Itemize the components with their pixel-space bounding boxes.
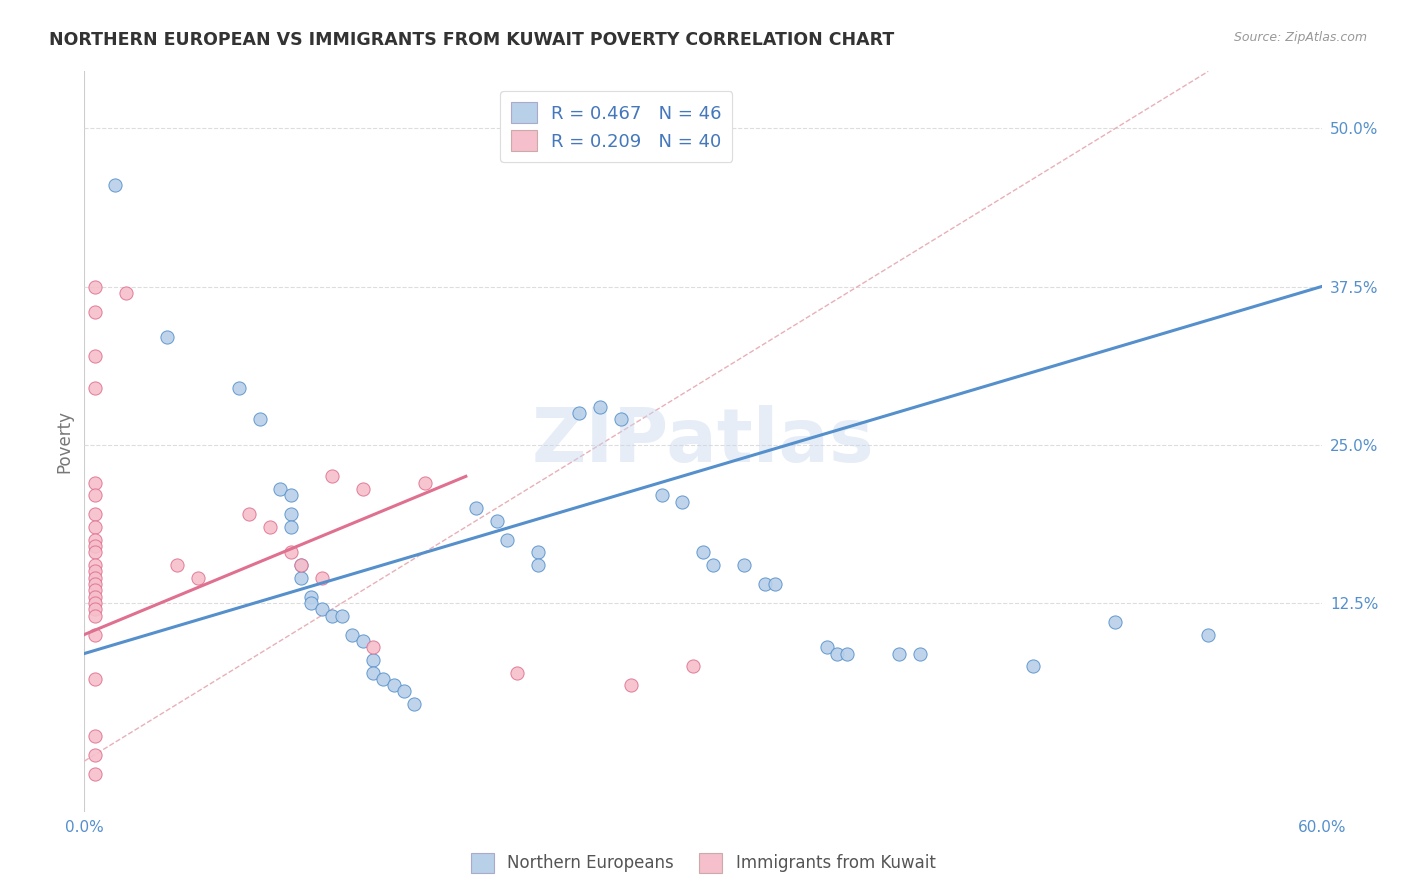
Point <box>651 488 673 502</box>
Point <box>83 596 105 610</box>
Point <box>83 545 105 559</box>
Point <box>692 545 714 559</box>
Point <box>187 571 209 585</box>
Point <box>465 500 488 515</box>
Point <box>280 520 302 534</box>
Point <box>83 564 105 578</box>
Point <box>908 647 931 661</box>
Point <box>361 665 384 680</box>
Legend: Northern Europeans, Immigrants from Kuwait: Northern Europeans, Immigrants from Kuwa… <box>464 847 942 880</box>
Point <box>609 412 631 426</box>
Point <box>299 596 322 610</box>
Point <box>321 608 343 623</box>
Point <box>83 539 105 553</box>
Point <box>330 608 353 623</box>
Point <box>815 640 838 655</box>
Point <box>83 349 105 363</box>
Point <box>114 285 136 300</box>
Point <box>671 494 693 508</box>
Point <box>321 469 343 483</box>
Point <box>83 577 105 591</box>
Point <box>83 305 105 319</box>
Point <box>506 665 529 680</box>
Point <box>290 558 312 572</box>
Point <box>568 406 591 420</box>
Point <box>83 558 105 572</box>
Point <box>1022 659 1045 673</box>
Point <box>825 647 848 661</box>
Point <box>83 571 105 585</box>
Point <box>83 729 105 743</box>
Point <box>299 590 322 604</box>
Point <box>352 633 374 648</box>
Point <box>361 640 384 655</box>
Point <box>83 608 105 623</box>
Point <box>83 381 105 395</box>
Point <box>83 508 105 522</box>
Point <box>527 545 550 559</box>
Point <box>156 330 179 344</box>
Point <box>361 653 384 667</box>
Y-axis label: Poverty: Poverty <box>55 410 73 473</box>
Point <box>702 558 724 572</box>
Point <box>238 508 260 522</box>
Point <box>280 545 302 559</box>
Point <box>290 571 312 585</box>
Point <box>290 558 312 572</box>
Point <box>1104 615 1126 629</box>
Point <box>83 475 105 490</box>
Point <box>887 647 910 661</box>
Point <box>249 412 271 426</box>
Point <box>754 577 776 591</box>
Point <box>527 558 550 572</box>
Point <box>311 602 333 616</box>
Point <box>763 577 786 591</box>
Point <box>373 672 395 686</box>
Point <box>83 520 105 534</box>
Point <box>269 482 291 496</box>
Point <box>733 558 755 572</box>
Point <box>280 488 302 502</box>
Point <box>83 590 105 604</box>
Point <box>259 520 281 534</box>
Point <box>83 672 105 686</box>
Point <box>83 766 105 780</box>
Point <box>104 178 127 193</box>
Text: ZIPatlas: ZIPatlas <box>531 405 875 478</box>
Legend: R = 0.467   N = 46, R = 0.209   N = 40: R = 0.467 N = 46, R = 0.209 N = 40 <box>501 92 733 162</box>
Point <box>311 571 333 585</box>
Point <box>620 678 643 692</box>
Text: Source: ZipAtlas.com: Source: ZipAtlas.com <box>1233 31 1367 45</box>
Point <box>83 279 105 293</box>
Point <box>83 488 105 502</box>
Point <box>83 627 105 641</box>
Text: NORTHERN EUROPEAN VS IMMIGRANTS FROM KUWAIT POVERTY CORRELATION CHART: NORTHERN EUROPEAN VS IMMIGRANTS FROM KUW… <box>49 31 894 49</box>
Point <box>589 400 612 414</box>
Point <box>83 602 105 616</box>
Point <box>1197 627 1219 641</box>
Point <box>382 678 405 692</box>
Point <box>404 697 426 711</box>
Point <box>342 627 364 641</box>
Point <box>496 533 519 547</box>
Point <box>413 475 436 490</box>
Point <box>83 583 105 598</box>
Point <box>166 558 188 572</box>
Point <box>837 647 859 661</box>
Point <box>352 482 374 496</box>
Point <box>682 659 704 673</box>
Point <box>83 747 105 762</box>
Point <box>83 533 105 547</box>
Point <box>280 508 302 522</box>
Point <box>392 684 415 698</box>
Point <box>485 514 508 528</box>
Point <box>228 381 250 395</box>
